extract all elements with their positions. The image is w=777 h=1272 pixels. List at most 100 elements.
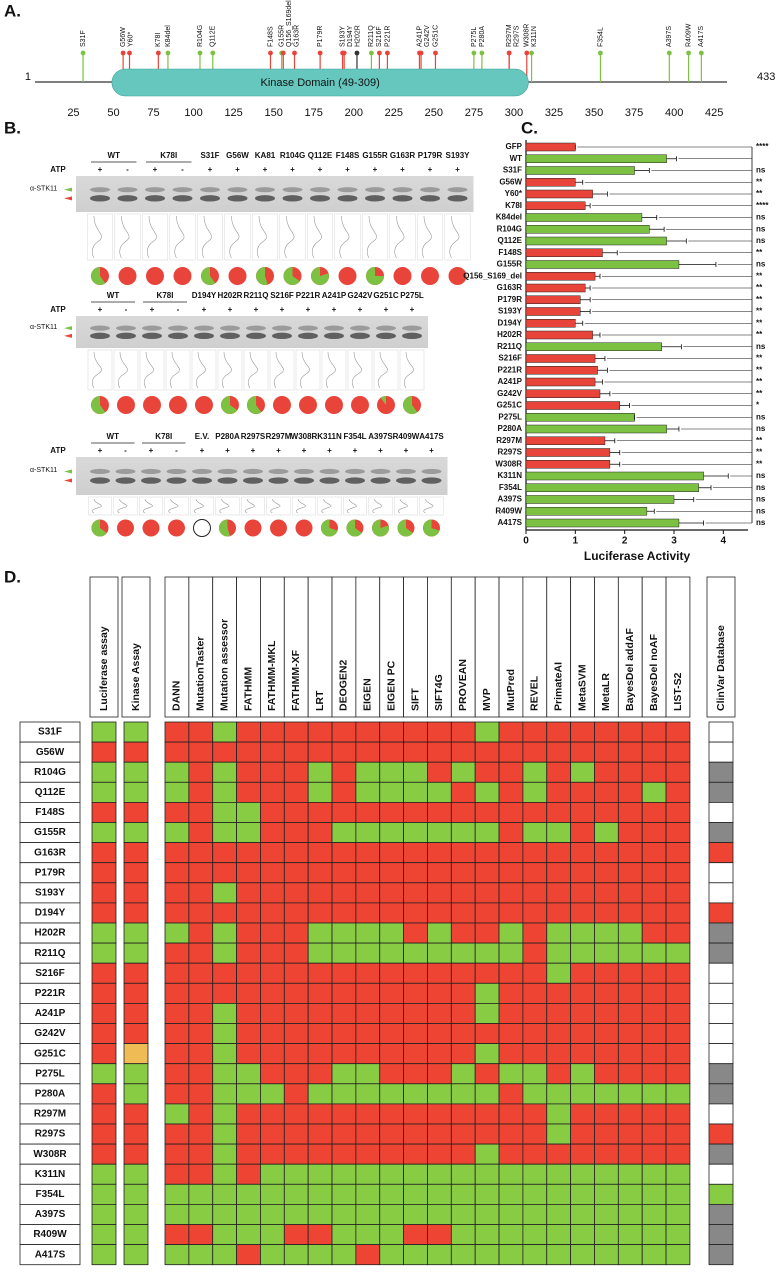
heatmap-cell: [188, 1103, 214, 1125]
heatmap-cell: [522, 1103, 548, 1125]
x-tick-label: 1: [573, 536, 579, 547]
heatmap-cell: [708, 842, 734, 864]
mutation-label: R297S: [513, 25, 520, 47]
profile-box: [138, 496, 164, 516]
heatmap-cell: [188, 902, 214, 924]
column-header-box: [89, 576, 119, 718]
heatmap-cell: [522, 842, 548, 864]
profile-box: [243, 349, 269, 391]
row-label: G251C: [34, 1048, 66, 1059]
significance-label: **: [756, 377, 763, 386]
heatmap-cell: [123, 822, 149, 844]
heatmap-cell: [164, 962, 190, 984]
heatmap-cell: [379, 1143, 404, 1165]
bar: [525, 283, 586, 293]
heatmap-cell: [498, 1023, 524, 1045]
heatmap-cell: [617, 1083, 643, 1105]
bar: [525, 319, 576, 328]
heatmap-cell: [522, 1143, 548, 1165]
heatmap-cell: [403, 1043, 428, 1065]
pie-base: [173, 267, 192, 285]
heatmap-cell: [570, 1143, 595, 1165]
heatmap-cell: [260, 1224, 285, 1246]
heatmap-cell: [123, 862, 149, 884]
significance-label: ns: [756, 518, 766, 527]
heatmap-cell: [212, 1043, 237, 1065]
panel-label: D.: [4, 567, 21, 586]
bar: [525, 483, 699, 492]
profile-box: [269, 349, 295, 391]
atp-sign: +: [228, 305, 233, 314]
column-header: Mutation assessor: [218, 619, 230, 711]
heatmap-cell: [260, 822, 285, 844]
atp-sign: +: [428, 165, 433, 174]
heatmap-cell: [91, 1183, 117, 1205]
profile-trace: [91, 351, 102, 389]
heatmap-cell: [570, 1204, 595, 1225]
heatmap-cell: [188, 882, 214, 904]
atp-sign: +: [429, 446, 434, 455]
row-label: R297S: [35, 1129, 66, 1140]
heatmap-cell: [379, 1003, 404, 1024]
pie-slice: [91, 519, 107, 537]
heatmap-cell: [236, 761, 261, 783]
x-tick-label: 400: [665, 107, 683, 119]
blot-band: [350, 332, 370, 340]
profile-box: [373, 349, 399, 391]
blot-band-upper: [220, 325, 240, 331]
heatmap-cell: [594, 982, 619, 1004]
category-label: S31F: [503, 166, 522, 175]
heatmap-cell: [617, 1224, 643, 1246]
heatmap-cell: [546, 822, 572, 844]
heatmap-cell: [236, 1083, 261, 1105]
heatmap-cell: [236, 802, 261, 823]
pie-base: [143, 396, 161, 414]
heatmap-cell: [283, 1163, 309, 1185]
heatmap-cell: [522, 862, 548, 884]
heatmap-cell: [450, 902, 476, 924]
blot-band-upper: [90, 468, 110, 475]
heatmap-cell: [570, 802, 595, 823]
category-label: G56W: [499, 177, 522, 186]
heatmap-cell: [260, 922, 285, 944]
heatmap-cell: [665, 781, 691, 803]
pie-base: [299, 396, 317, 414]
significance-label: ****: [756, 201, 769, 210]
heatmap-cell: [307, 962, 333, 984]
column-header-box: [665, 576, 691, 718]
heatmap-cell: [260, 781, 285, 803]
category-label: R211Q: [497, 342, 522, 351]
heatmap-cell: [164, 1183, 190, 1205]
heatmap-cell: [331, 1103, 357, 1125]
heatmap-cell: [331, 962, 357, 984]
bar: [525, 330, 593, 340]
heatmap-cell: [283, 942, 309, 964]
atp-sign: +: [208, 165, 213, 174]
mutation-label: S193Y: [339, 26, 346, 47]
heatmap-cell: [188, 982, 214, 1004]
heatmap-cell: [283, 962, 309, 984]
profile-trace: [91, 498, 102, 514]
heatmap-cell: [355, 761, 381, 783]
blot-band: [243, 477, 263, 484]
heatmap-cell: [708, 1143, 734, 1165]
heatmap-cell: [283, 1063, 309, 1085]
heatmap-cell: [188, 1083, 214, 1105]
heatmap-cell: [594, 1143, 619, 1165]
profile-box: [266, 496, 291, 516]
heatmap-cell: [570, 1244, 595, 1266]
mutation-label: R211Q: [368, 25, 375, 47]
heatmap-cell: [188, 962, 214, 984]
heatmap-cell: [123, 1163, 149, 1185]
column-header: EIGEN: [362, 678, 374, 711]
lollipop-head: [127, 50, 132, 56]
atp-sign: +: [358, 305, 363, 314]
heatmap-cell: [123, 1224, 149, 1246]
heatmap-cell: [641, 1103, 667, 1125]
heatmap-cell: [379, 781, 404, 803]
heatmap-cell: [123, 982, 149, 1004]
heatmap-cell: [260, 1103, 285, 1125]
mutation-label: G242V: [424, 25, 431, 47]
blot-band: [376, 332, 396, 340]
heatmap-cell: [427, 922, 452, 944]
